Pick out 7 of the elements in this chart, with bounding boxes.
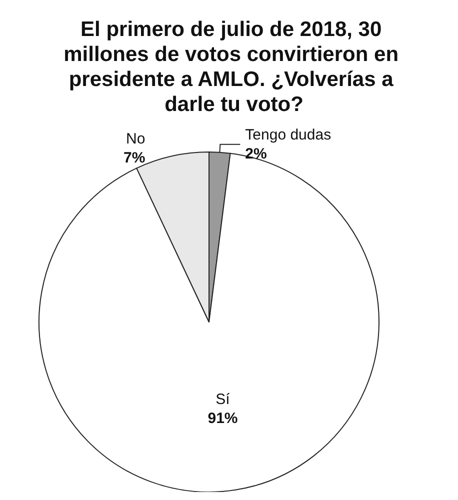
- slice-label: No: [126, 130, 146, 148]
- slice-label: Tengo dudas: [245, 126, 332, 144]
- slice-label: Sí: [216, 390, 231, 408]
- data-label: 2%: [245, 145, 267, 162]
- data-label: 7%: [123, 149, 146, 166]
- data-label: 91%: [208, 410, 238, 427]
- chart-title: El primero de julio de 2018, 30 millones de votos convirtieron en presidente a AMLO. ¿Volverías a darle tu voto?: [64, 18, 404, 116]
